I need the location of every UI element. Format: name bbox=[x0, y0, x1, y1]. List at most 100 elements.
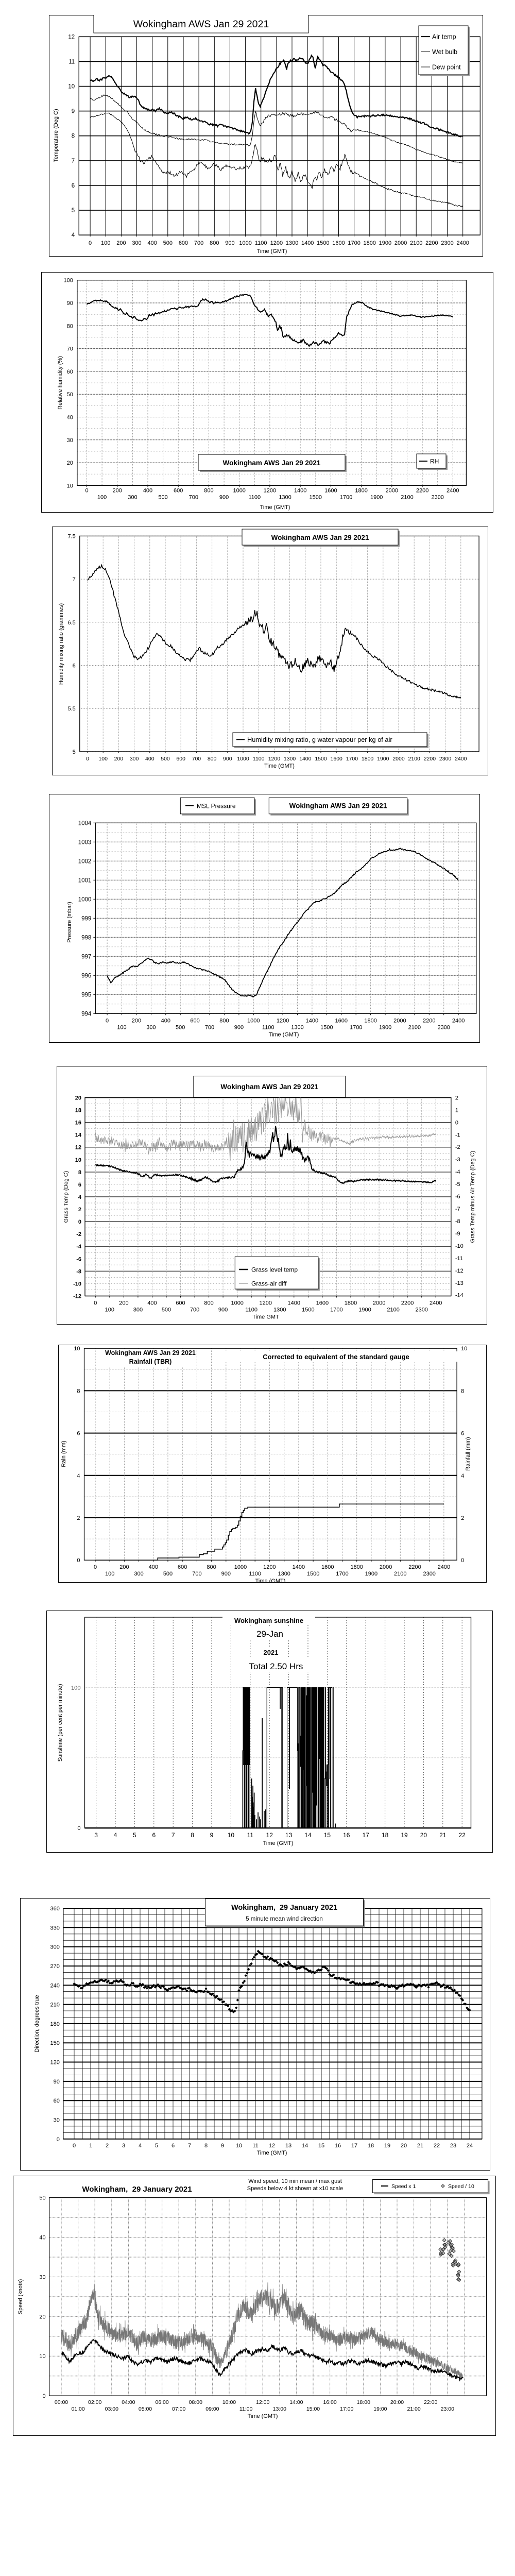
svg-text:6: 6 bbox=[171, 2143, 175, 2149]
svg-text:2: 2 bbox=[461, 1515, 464, 1521]
svg-text:2200: 2200 bbox=[423, 1018, 435, 1024]
svg-text:19:00: 19:00 bbox=[373, 2406, 387, 2412]
svg-text:1400: 1400 bbox=[299, 756, 312, 762]
svg-text:1600: 1600 bbox=[324, 487, 337, 494]
svg-text:100: 100 bbox=[98, 756, 108, 762]
svg-text:330: 330 bbox=[50, 1925, 60, 1931]
svg-text:13: 13 bbox=[285, 2143, 291, 2149]
svg-text:800: 800 bbox=[210, 240, 219, 246]
svg-text:200: 200 bbox=[116, 240, 126, 246]
svg-text:900: 900 bbox=[219, 494, 229, 500]
svg-text:210: 210 bbox=[50, 2002, 60, 2008]
svg-text:-7: -7 bbox=[455, 1206, 460, 1212]
svg-text:4: 4 bbox=[77, 1473, 80, 1479]
svg-text:-3: -3 bbox=[455, 1157, 460, 1163]
svg-text:0: 0 bbox=[89, 240, 92, 246]
svg-text:1100: 1100 bbox=[248, 494, 261, 500]
svg-text:700: 700 bbox=[194, 240, 203, 246]
svg-text:600: 600 bbox=[178, 1564, 187, 1570]
svg-text:999: 999 bbox=[81, 916, 91, 922]
svg-text:-2: -2 bbox=[76, 1231, 81, 1238]
svg-text:1800: 1800 bbox=[364, 1018, 376, 1024]
svg-text:10: 10 bbox=[67, 483, 73, 489]
svg-text:20: 20 bbox=[420, 1832, 427, 1839]
svg-text:2000: 2000 bbox=[373, 1300, 385, 1307]
svg-text:Rainfall (mm): Rainfall (mm) bbox=[465, 1437, 471, 1470]
svg-text:2200: 2200 bbox=[416, 487, 428, 494]
svg-text:1600: 1600 bbox=[331, 756, 343, 762]
svg-text:8: 8 bbox=[461, 1388, 464, 1394]
svg-text:1002: 1002 bbox=[78, 858, 92, 865]
svg-text:14: 14 bbox=[75, 1132, 82, 1139]
svg-text:1300: 1300 bbox=[279, 494, 291, 500]
svg-text:08:00: 08:00 bbox=[189, 2399, 202, 2405]
svg-text:15:00: 15:00 bbox=[306, 2406, 320, 2412]
svg-text:Corrected to equivalent of the: Corrected to equivalent of the standard … bbox=[263, 1353, 409, 1361]
svg-text:1900: 1900 bbox=[377, 756, 389, 762]
svg-text:7: 7 bbox=[72, 158, 75, 164]
svg-text:1200: 1200 bbox=[270, 240, 283, 246]
svg-text:-11: -11 bbox=[455, 1256, 463, 1262]
svg-text:Humidity mixing ratio, g water: Humidity mixing ratio, g water vapour pe… bbox=[247, 736, 392, 743]
svg-text:700: 700 bbox=[192, 756, 201, 762]
svg-text:2300: 2300 bbox=[441, 240, 453, 246]
svg-text:1900: 1900 bbox=[379, 240, 391, 246]
svg-text:6: 6 bbox=[78, 1182, 81, 1188]
svg-text:Rainfall (TBR): Rainfall (TBR) bbox=[129, 1358, 172, 1365]
svg-text:70: 70 bbox=[67, 346, 73, 352]
svg-text:6: 6 bbox=[72, 183, 75, 189]
svg-text:2000: 2000 bbox=[394, 240, 407, 246]
svg-text:1100: 1100 bbox=[249, 1571, 261, 1577]
svg-text:Wokingham AWS Jan 29 2021: Wokingham AWS Jan 29 2021 bbox=[133, 19, 269, 30]
svg-text:6: 6 bbox=[461, 1431, 464, 1437]
svg-text:-8: -8 bbox=[76, 1268, 81, 1275]
svg-text:2200: 2200 bbox=[424, 756, 436, 762]
svg-text:300: 300 bbox=[128, 494, 137, 500]
svg-text:2100: 2100 bbox=[387, 1307, 399, 1313]
svg-text:200: 200 bbox=[119, 1300, 128, 1307]
svg-text:4: 4 bbox=[461, 1473, 464, 1479]
svg-text:1800: 1800 bbox=[355, 487, 367, 494]
svg-text:994: 994 bbox=[81, 1011, 92, 1017]
svg-text:Total 2.50 Hrs: Total 2.50 Hrs bbox=[249, 1662, 303, 1671]
svg-text:300: 300 bbox=[146, 1024, 156, 1030]
svg-text:500: 500 bbox=[158, 494, 167, 500]
svg-text:2300: 2300 bbox=[423, 1571, 435, 1577]
svg-text:1300: 1300 bbox=[286, 240, 298, 246]
svg-text:0: 0 bbox=[42, 2393, 45, 2399]
svg-text:500: 500 bbox=[163, 240, 173, 246]
svg-text:60: 60 bbox=[54, 2098, 60, 2104]
svg-text:Time (GMT): Time (GMT) bbox=[264, 763, 295, 769]
svg-text:120: 120 bbox=[50, 2060, 60, 2066]
svg-text:-13: -13 bbox=[455, 1280, 464, 1286]
svg-text:600: 600 bbox=[176, 756, 185, 762]
svg-text:15: 15 bbox=[324, 1832, 331, 1839]
svg-text:10: 10 bbox=[236, 2143, 242, 2149]
svg-text:18: 18 bbox=[382, 1832, 389, 1839]
svg-text:90: 90 bbox=[54, 2079, 60, 2085]
svg-text:1900: 1900 bbox=[358, 1307, 371, 1313]
svg-text:1000: 1000 bbox=[231, 1300, 243, 1307]
svg-text:10: 10 bbox=[68, 84, 75, 90]
svg-text:2400: 2400 bbox=[447, 487, 459, 494]
svg-text:Time (GMT): Time (GMT) bbox=[260, 504, 290, 511]
svg-text:100: 100 bbox=[64, 278, 73, 284]
svg-text:-8: -8 bbox=[455, 1218, 460, 1225]
svg-text:2: 2 bbox=[106, 2143, 109, 2149]
svg-text:100: 100 bbox=[105, 1307, 114, 1313]
svg-text:400: 400 bbox=[143, 487, 152, 494]
svg-text:2400: 2400 bbox=[430, 1300, 442, 1307]
svg-text:1600: 1600 bbox=[316, 1300, 329, 1307]
svg-text:Wokingham AWS Jan 29 2021: Wokingham AWS Jan 29 2021 bbox=[271, 534, 369, 541]
svg-text:3: 3 bbox=[122, 2143, 125, 2149]
svg-text:2100: 2100 bbox=[408, 1024, 421, 1030]
svg-text:1100: 1100 bbox=[253, 756, 265, 762]
svg-text:1100: 1100 bbox=[245, 1307, 258, 1313]
svg-text:900: 900 bbox=[234, 1024, 244, 1030]
svg-text:1500: 1500 bbox=[320, 1024, 333, 1030]
svg-text:6: 6 bbox=[73, 663, 76, 669]
svg-text:1000: 1000 bbox=[239, 240, 251, 246]
svg-text:1100: 1100 bbox=[255, 240, 267, 246]
svg-text:1200: 1200 bbox=[277, 1018, 289, 1024]
svg-text:Speeds below 4 kt shown at x10: Speeds below 4 kt shown at x10 scale bbox=[247, 2185, 344, 2192]
